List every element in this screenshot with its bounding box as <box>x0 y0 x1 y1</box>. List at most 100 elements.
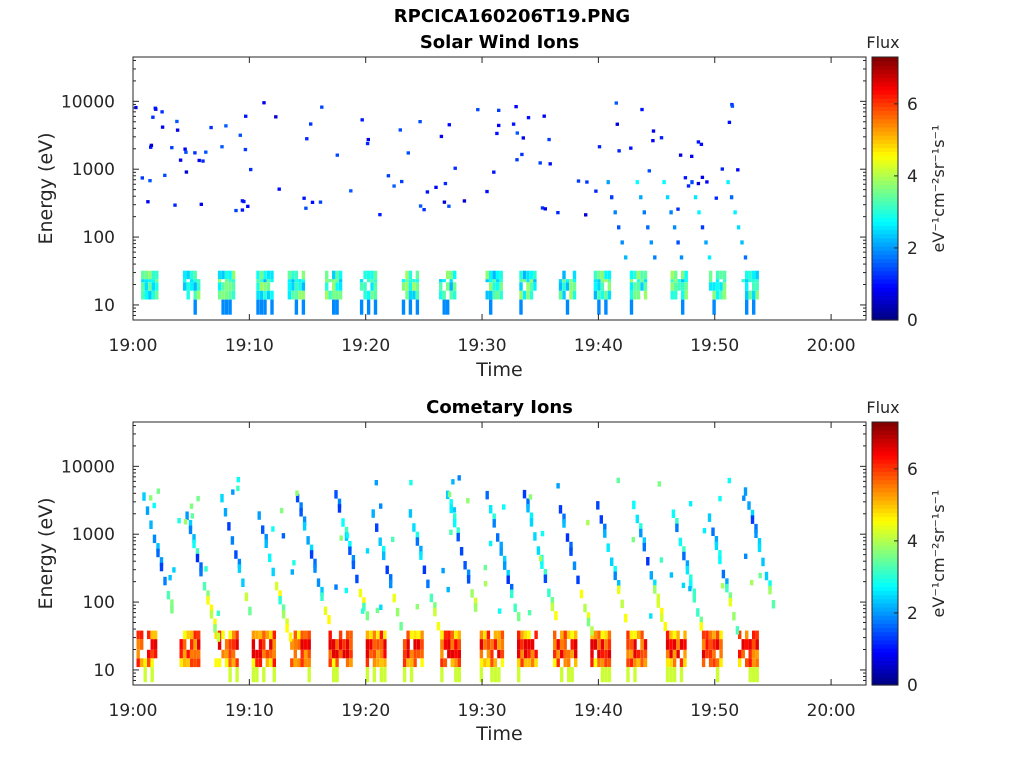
colorbar-segment <box>872 512 898 518</box>
flux-cell <box>449 290 453 300</box>
flux-cell <box>141 290 145 300</box>
flux-cell <box>497 667 501 683</box>
flux-cell <box>513 603 517 613</box>
flux-cell <box>412 282 416 291</box>
flux-cell <box>556 649 560 659</box>
colorbar-segment <box>872 122 898 128</box>
flux-cell <box>231 639 236 650</box>
colorbar-segment <box>872 676 898 682</box>
flux-cell <box>144 282 148 291</box>
flux-cell <box>600 630 605 640</box>
flux-cell <box>633 282 637 291</box>
flux-cell <box>183 639 187 650</box>
flux-cell <box>600 282 605 291</box>
panel-title: Cometary Ions <box>426 397 573 418</box>
flux-cell <box>527 639 531 650</box>
flux-cell <box>433 607 437 617</box>
flux-cell <box>338 649 343 659</box>
flux-cell <box>456 527 460 537</box>
flux-cell <box>590 639 594 650</box>
flux-cell <box>372 649 377 659</box>
flux-cell <box>298 279 302 283</box>
flux-cell <box>370 282 374 291</box>
flux-cell <box>372 630 377 640</box>
flux-cell <box>264 533 268 543</box>
flux-cell <box>743 487 748 496</box>
flux-cell <box>565 299 570 315</box>
flux-cell <box>466 569 471 579</box>
flux-cell <box>520 639 524 650</box>
flux-cell <box>719 649 723 659</box>
flux-cell <box>556 483 560 489</box>
x-tick-label: 19:50 <box>690 701 739 721</box>
flux-cell <box>217 279 222 283</box>
flux-cell <box>540 560 544 569</box>
flux-cell <box>517 667 521 683</box>
flux-cell <box>405 279 409 283</box>
flux-cell <box>147 630 151 640</box>
flux-cell <box>301 290 306 300</box>
colorbar-segment <box>872 434 898 440</box>
flux-cell <box>285 624 289 633</box>
colorbar-segment <box>872 89 898 95</box>
flux-cell <box>316 578 321 587</box>
flux-cell <box>372 658 377 668</box>
colorbar-tick-label: 0 <box>907 311 918 331</box>
x-tick-label: 20:00 <box>807 701 856 721</box>
flux-cell <box>492 279 496 283</box>
flux-cell <box>148 179 152 183</box>
flux-cell <box>553 630 557 640</box>
flux-cell <box>682 546 686 556</box>
flux-cell <box>669 639 673 650</box>
flux-cell <box>188 520 193 530</box>
flux-cell <box>345 639 350 650</box>
flux-cell <box>701 658 706 668</box>
colorbar-segment <box>872 135 898 140</box>
flux-cell <box>570 630 574 640</box>
flux-cell <box>485 279 489 283</box>
flux-cell <box>678 537 683 547</box>
flux-cell <box>646 557 650 566</box>
flux-cell <box>643 290 648 300</box>
flux-cell <box>251 667 256 683</box>
flux-cell <box>243 147 248 152</box>
flux-cell <box>365 649 370 659</box>
flux-cell <box>640 649 644 659</box>
panel-solar-wind: Solar Wind Ions 19:00 19:10 19:20 19:30 19:40… <box>35 32 948 381</box>
flux-cell <box>272 649 276 659</box>
y-axis-label: Energy (eV) <box>35 132 57 244</box>
flux-cell <box>178 158 183 162</box>
flux-cell <box>406 630 410 640</box>
colorbar-segment <box>872 520 898 526</box>
flux-cell <box>642 537 646 547</box>
flux-cell <box>236 485 240 492</box>
flux-cell <box>719 630 723 640</box>
flux-cell <box>528 494 533 500</box>
flux-cell <box>495 131 499 136</box>
flux-cell <box>493 658 498 668</box>
flux-cell <box>408 290 413 300</box>
flux-cell <box>529 279 534 283</box>
flux-cell <box>690 154 694 158</box>
flux-cell <box>722 270 727 280</box>
flux-cell <box>156 488 160 494</box>
flux-cell <box>258 630 263 640</box>
colorbar-segment <box>872 578 898 583</box>
flux-cell <box>365 548 370 554</box>
flux-cell <box>190 649 194 659</box>
flux-cell <box>337 504 342 513</box>
flux-cell <box>748 658 752 668</box>
flux-cell <box>562 279 566 283</box>
flux-cell <box>493 630 498 640</box>
colorbar-tick-label: 2 <box>907 239 918 259</box>
flux-cell <box>299 508 303 517</box>
flux-cell <box>248 606 252 616</box>
flux-cell <box>683 649 687 659</box>
colorbar-segment <box>872 524 898 530</box>
flux-cell <box>231 658 236 668</box>
flux-cell <box>440 649 444 659</box>
flux-cell <box>600 270 605 280</box>
flux-cell <box>179 639 183 650</box>
flux-cell <box>400 179 404 184</box>
flux-cell <box>520 630 524 640</box>
